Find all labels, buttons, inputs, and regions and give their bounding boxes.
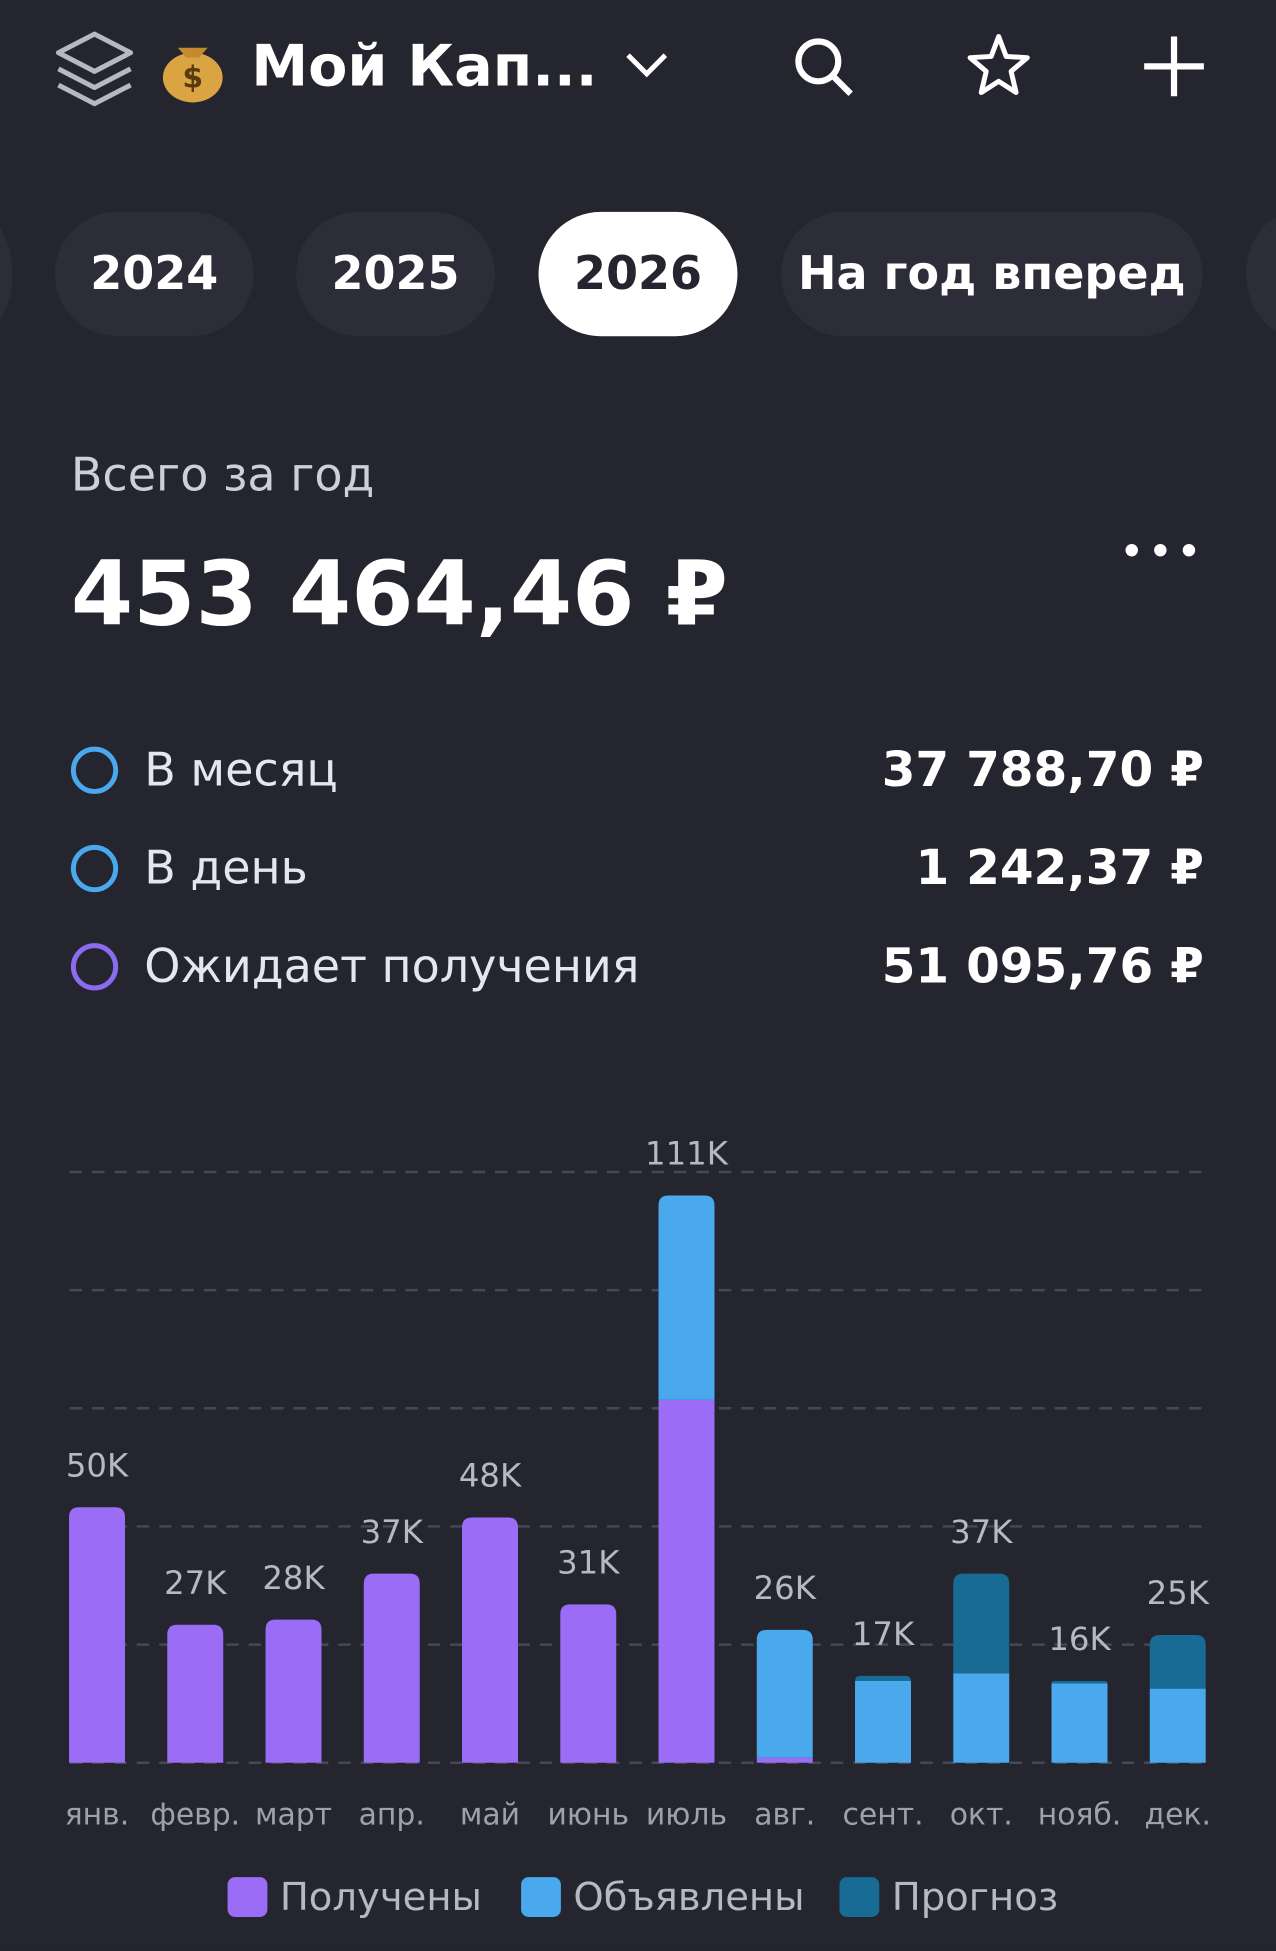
row-indicator [70,746,119,794]
bar-segment [658,1195,715,1400]
x-tick-label: авг. [754,1798,815,1833]
tab-label[interactable]: 2025 [331,246,459,300]
portfolio-title[interactable]: Мой Кап... [251,34,597,100]
value-label: 17K [852,1615,915,1653]
legend-label: Объявлены [573,1875,804,1920]
value-label: 48K [459,1457,522,1495]
bar-segment [1149,1688,1206,1763]
bar-segment [1051,1683,1108,1763]
tab[interactable] [295,211,495,337]
money-bag-icon: $ [162,47,223,103]
row-value: 1 242,37 ₽ [915,840,1203,896]
value-label: 25K [1147,1574,1210,1612]
row-label: В день [144,841,307,895]
tab-partial[interactable] [0,212,13,336]
row-label: В месяц [144,742,337,796]
tab-partial[interactable] [1246,212,1276,336]
row-indicator [70,943,119,991]
tab-label[interactable]: На год вперед [798,246,1186,300]
tab[interactable] [781,211,1203,337]
more-icon[interactable] [1125,543,1196,557]
value-label: 111K [645,1135,729,1173]
x-tick-label: май [460,1798,520,1833]
row-value: 37 788,70 ₽ [882,742,1204,798]
bar-segment [756,1757,813,1763]
bar-segment [462,1517,518,1763]
bar-segment [953,1573,1010,1674]
x-tick-label: июнь [547,1798,629,1833]
svg-text:$: $ [182,60,203,95]
tab-label[interactable]: 2026 [574,246,702,300]
tab[interactable] [54,211,254,337]
bar-segment [756,1629,813,1758]
row-label: Ожидает получения [144,939,639,993]
bar-segment [1149,1634,1206,1689]
tab-label[interactable]: 2024 [90,246,218,300]
value-label: 26K [754,1569,817,1607]
bar-segment [1051,1680,1108,1684]
layers-icon[interactable] [55,31,134,107]
bar-segment [855,1680,911,1763]
bar-segment [658,1399,715,1763]
bar-segment [560,1604,617,1763]
dropdown-icon[interactable] [626,53,668,78]
x-tick-label: апр. [359,1798,425,1833]
x-tick-label: дек. [1145,1798,1211,1833]
x-tick-label: янв. [65,1798,130,1833]
bar-segment [265,1619,322,1763]
legend-label: Получены [280,1875,482,1920]
row-value: 51 095,76 ₽ [882,938,1204,994]
star-icon[interactable] [967,34,1030,95]
value-label: 50K [66,1446,129,1484]
x-tick-label: июль [646,1798,727,1833]
x-tick-label: сент. [842,1798,923,1833]
legend-swatch [521,1877,561,1917]
value-label: 37K [950,1513,1013,1551]
summary-label: Всего за год [71,448,374,502]
bar-segment [167,1624,224,1763]
value-label: 27K [164,1564,227,1602]
value-label: 31K [557,1544,620,1582]
x-tick-label: февр. [150,1798,240,1833]
legend-swatch [839,1877,880,1917]
bar-segment [69,1507,125,1763]
add-icon[interactable] [1144,36,1204,97]
legend-label: Прогноз [892,1875,1059,1920]
row-indicator [70,844,119,893]
x-tick-label: нояб. [1038,1798,1122,1833]
value-label: 28K [262,1559,325,1597]
summary-total: 453 464,46 ₽ [71,542,728,646]
tab[interactable] [538,211,738,337]
bar-segment [855,1675,911,1681]
bar-segment [953,1673,1010,1763]
value-label: 16K [1048,1620,1111,1658]
legend-swatch [227,1877,268,1917]
search-icon[interactable] [795,38,853,96]
x-tick-label: окт. [950,1798,1013,1833]
x-tick-label: март [255,1798,332,1833]
bar-segment [363,1573,420,1763]
value-label: 37K [361,1513,424,1551]
